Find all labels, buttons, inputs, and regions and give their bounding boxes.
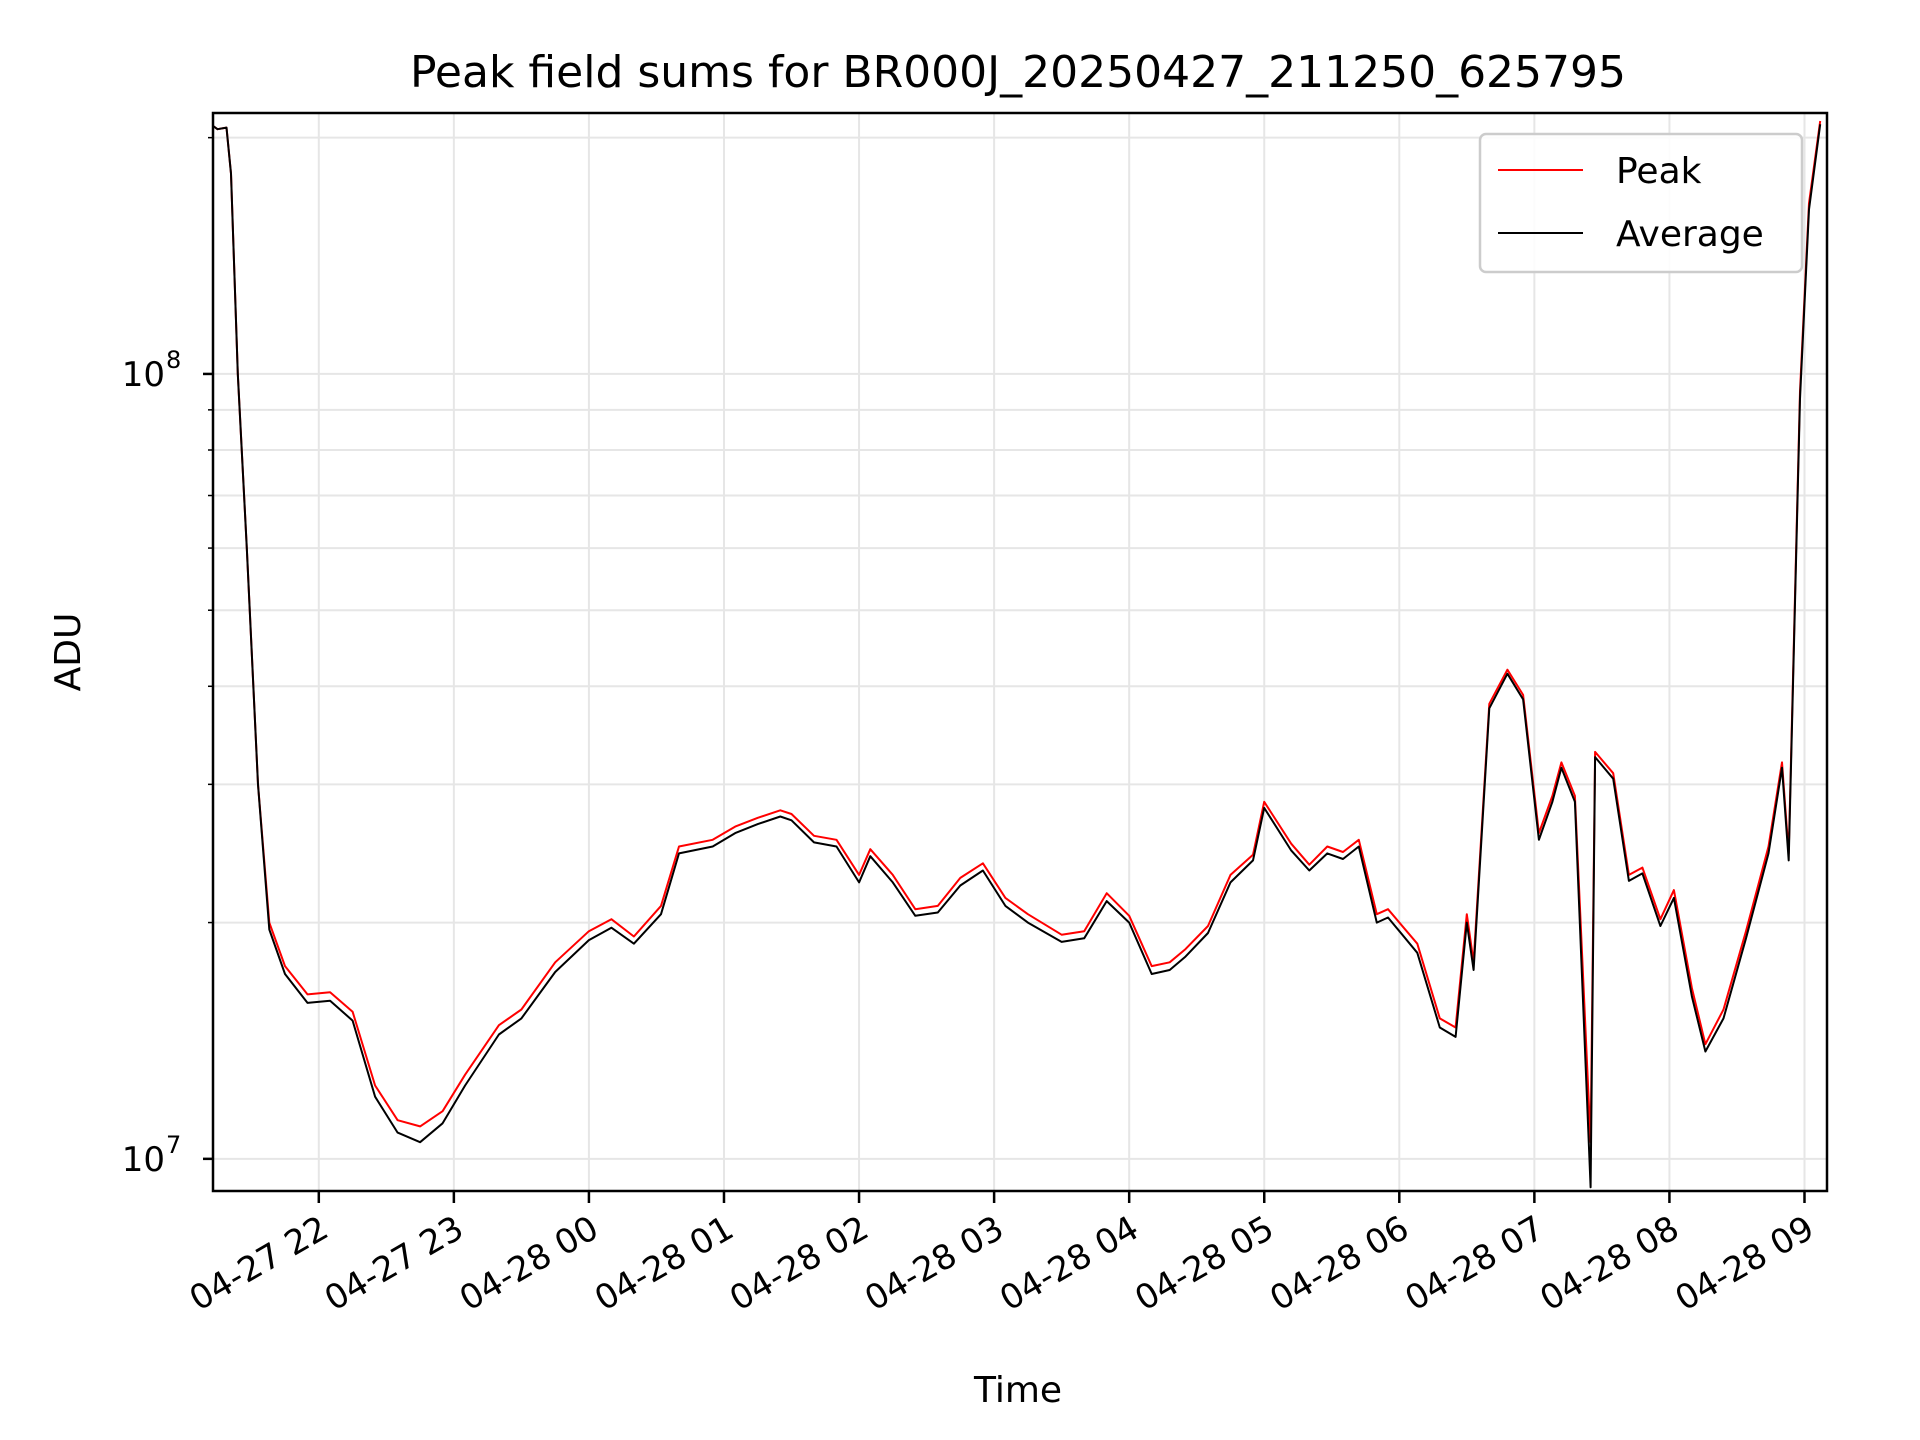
y-tick-label-exponent: 7 [166, 1131, 181, 1159]
legend-label-peak: Peak [1616, 151, 1702, 192]
chart-title: Peak field sums for BR000J_20250427_2112… [410, 47, 1626, 98]
plot-frame [211, 111, 1829, 1193]
y-tick-label-base: 10 [122, 355, 165, 395]
legend-label-average: Average [1616, 214, 1764, 255]
y-axis-label: ADU [48, 613, 89, 692]
x-axis-label: Time [973, 1370, 1062, 1411]
y-tick-label-exponent: 8 [166, 346, 181, 374]
y-tick-label: 10 7 [122, 1131, 182, 1180]
legend: Peak Average [1478, 132, 1804, 274]
series-line-average [212, 124, 1822, 1189]
legend-box [1478, 132, 1804, 274]
series-line-peak [212, 120, 1822, 1144]
series-lines [212, 120, 1822, 1189]
y-tick-label: 10 8 [122, 346, 182, 395]
y-tick-label-base: 10 [122, 1140, 165, 1180]
